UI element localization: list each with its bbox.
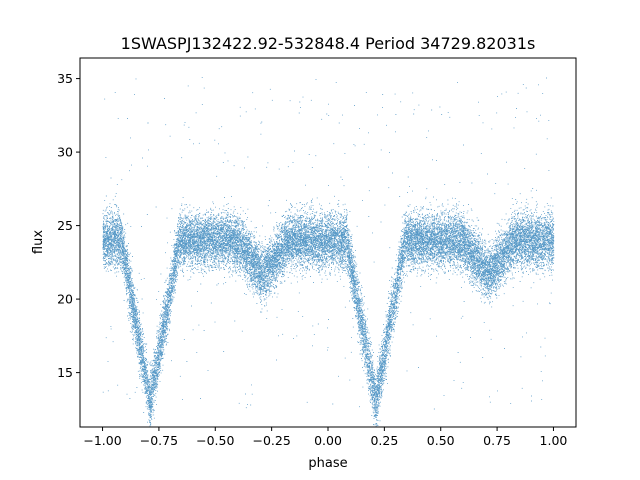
y-tick-label: 15 bbox=[57, 365, 73, 380]
x-tick-label: −0.75 bbox=[140, 433, 178, 448]
x-tick-label: −0.25 bbox=[252, 433, 290, 448]
x-tick-label: 0.50 bbox=[427, 433, 455, 448]
y-axis-label: flux bbox=[31, 230, 46, 254]
y-tick-label: 25 bbox=[57, 218, 73, 233]
x-axis-label: phase bbox=[308, 456, 347, 471]
chart-title: 1SWASPJ132422.92-532848.4 Period 34729.8… bbox=[121, 34, 536, 53]
plot-frame bbox=[79, 57, 577, 428]
x-tick-label: 0.25 bbox=[370, 433, 398, 448]
scatter-points bbox=[102, 76, 555, 427]
axis-ticks: −1.00 −0.75 −0.50 −0.25 0.00 0.25 0.50 0.75 1.00… bbox=[57, 71, 567, 448]
x-tick-label: 0.75 bbox=[483, 433, 511, 448]
y-tick-label: 35 bbox=[57, 71, 73, 86]
x-tick-label: 0.00 bbox=[314, 433, 342, 448]
flux-data-points bbox=[102, 76, 555, 427]
y-tick-label: 30 bbox=[57, 145, 73, 160]
x-tick-label: −1.00 bbox=[83, 433, 121, 448]
x-tick-label: 1.00 bbox=[540, 433, 568, 448]
x-tick-label: −0.50 bbox=[196, 433, 234, 448]
y-tick-label: 20 bbox=[57, 292, 73, 307]
